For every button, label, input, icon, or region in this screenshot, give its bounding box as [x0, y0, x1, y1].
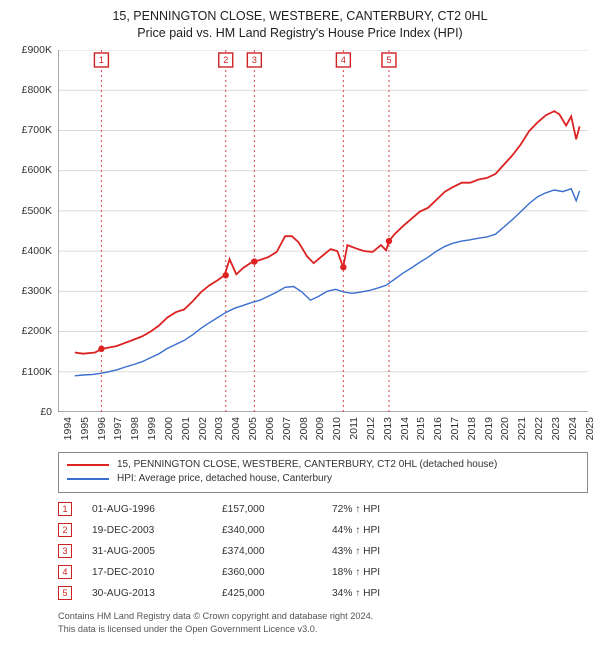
legend-box: 15, PENNINGTON CLOSE, WESTBERE, CANTERBU… [58, 452, 588, 493]
x-tick-label: 2012 [365, 417, 377, 440]
x-tick-label: 2005 [247, 417, 259, 440]
x-tick-label: 2008 [298, 417, 310, 440]
event-price: £374,000 [222, 546, 312, 557]
x-tick-label: 2001 [180, 417, 192, 440]
x-tick-label: 2021 [516, 417, 528, 440]
y-tick-label: £400K [22, 245, 52, 257]
x-tick-label: 2002 [197, 417, 209, 440]
event-price: £425,000 [222, 588, 312, 599]
event-row: 4 17-DEC-2010 £360,000 18% ↑ HPI [58, 562, 588, 583]
svg-text:3: 3 [252, 55, 257, 65]
event-number-box: 5 [58, 586, 72, 600]
event-pct: 43% ↑ HPI [332, 546, 588, 557]
event-date: 30-AUG-2013 [92, 588, 202, 599]
event-price: £360,000 [222, 567, 312, 578]
svg-text:4: 4 [341, 55, 346, 65]
event-price: £340,000 [222, 525, 312, 536]
x-tick-label: 2003 [213, 417, 225, 440]
legend-label-1: HPI: Average price, detached house, Cant… [117, 472, 332, 486]
x-tick-label: 2015 [415, 417, 427, 440]
y-tick-label: £100K [22, 366, 52, 378]
y-tick-label: £500K [22, 205, 52, 217]
event-number-box: 2 [58, 523, 72, 537]
event-pct: 34% ↑ HPI [332, 588, 588, 599]
x-tick-label: 1996 [96, 417, 108, 440]
event-price: £157,000 [222, 504, 312, 515]
title-line-2: Price paid vs. HM Land Registry's House … [10, 25, 590, 42]
event-row: 1 01-AUG-1996 £157,000 72% ↑ HPI [58, 499, 588, 520]
x-tick-label: 2004 [230, 417, 242, 440]
x-tick-label: 2006 [264, 417, 276, 440]
event-date: 19-DEC-2003 [92, 525, 202, 536]
x-tick-label: 2023 [550, 417, 562, 440]
y-tick-label: £800K [22, 84, 52, 96]
y-tick-label: £0 [40, 406, 52, 418]
x-tick-label: 2025 [584, 417, 596, 440]
svg-text:1: 1 [99, 55, 104, 65]
y-tick-label: £600K [22, 164, 52, 176]
y-tick-label: £900K [22, 44, 52, 56]
footer-line-1: Contains HM Land Registry data © Crown c… [58, 610, 588, 623]
x-tick-label: 1997 [112, 417, 124, 440]
event-date: 17-DEC-2010 [92, 567, 202, 578]
y-tick-label: £700K [22, 124, 52, 136]
legend-row-0: 15, PENNINGTON CLOSE, WESTBERE, CANTERBU… [67, 458, 579, 472]
x-tick-label: 2024 [567, 417, 579, 440]
x-tick-label: 1994 [62, 417, 74, 440]
x-tick-label: 2013 [382, 417, 394, 440]
x-tick-label: 2017 [449, 417, 461, 440]
x-tick-label: 2007 [281, 417, 293, 440]
event-number-box: 1 [58, 502, 72, 516]
svg-text:2: 2 [223, 55, 228, 65]
chart-area: 12345 £0£100K£200K£300K£400K£500K£600K£7… [58, 50, 588, 412]
event-date: 31-AUG-2005 [92, 546, 202, 557]
x-tick-label: 2019 [483, 417, 495, 440]
y-tick-label: £300K [22, 285, 52, 297]
x-tick-label: 2022 [533, 417, 545, 440]
x-tick-label: 2011 [348, 417, 360, 440]
title-line-1: 15, PENNINGTON CLOSE, WESTBERE, CANTERBU… [10, 8, 590, 25]
x-tick-label: 1999 [146, 417, 158, 440]
footer: Contains HM Land Registry data © Crown c… [58, 610, 588, 636]
svg-text:5: 5 [386, 55, 391, 65]
event-row: 3 31-AUG-2005 £374,000 43% ↑ HPI [58, 541, 588, 562]
chart-svg: 1 2 3 4 5 [58, 50, 588, 412]
event-row: 2 19-DEC-2003 £340,000 44% ↑ HPI [58, 520, 588, 541]
event-pct: 72% ↑ HPI [332, 504, 588, 515]
x-axis-labels: 1994 1995 1996 1997 1998 1999 2000 2001 2002 2003… [58, 413, 588, 447]
page-container: 15, PENNINGTON CLOSE, WESTBERE, CANTERBU… [0, 0, 600, 650]
footer-line-2: This data is licensed under the Open Gov… [58, 623, 588, 636]
x-tick-label: 1998 [129, 417, 141, 440]
events-table: 1 01-AUG-1996 £157,000 72% ↑ HPI 2 19-DEC-200… [58, 499, 588, 604]
x-tick-label: 2014 [399, 417, 411, 440]
x-tick-label: 2000 [163, 417, 175, 440]
x-tick-label: 1995 [79, 417, 91, 440]
x-tick-label: 2018 [466, 417, 478, 440]
x-tick-label: 2009 [314, 417, 326, 440]
legend-label-0: 15, PENNINGTON CLOSE, WESTBERE, CANTERBU… [117, 458, 497, 472]
event-pct: 18% ↑ HPI [332, 567, 588, 578]
x-tick-label: 2010 [331, 417, 343, 440]
event-pct: 44% ↑ HPI [332, 525, 588, 536]
y-axis-labels: £0£100K£200K£300K£400K£500K£600K£700K£80… [10, 50, 56, 412]
x-tick-label: 2020 [499, 417, 511, 440]
event-date: 01-AUG-1996 [92, 504, 202, 515]
x-tick-label: 2016 [432, 417, 444, 440]
event-number-box: 3 [58, 544, 72, 558]
legend-swatch-0 [67, 464, 109, 466]
y-tick-label: £200K [22, 325, 52, 337]
event-row: 5 30-AUG-2013 £425,000 34% ↑ HPI [58, 583, 588, 604]
event-number-box: 4 [58, 565, 72, 579]
legend-row-1: HPI: Average price, detached house, Cant… [67, 472, 579, 486]
legend-swatch-1 [67, 478, 109, 480]
